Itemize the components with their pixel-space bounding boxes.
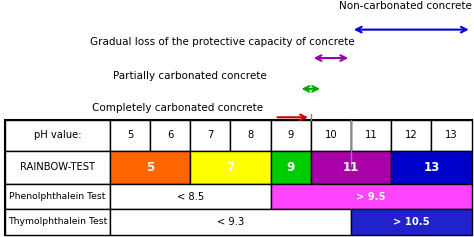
Bar — [230, 120, 271, 151]
Bar — [431, 120, 472, 151]
Bar — [391, 120, 431, 151]
Text: > 9.5: > 9.5 — [356, 192, 386, 202]
Text: Phenolphthalein Test: Phenolphthalein Test — [9, 192, 105, 201]
Text: 10: 10 — [325, 130, 337, 140]
Text: 7: 7 — [227, 161, 235, 174]
Bar — [150, 120, 190, 151]
Text: pH value:: pH value: — [34, 130, 81, 140]
Text: RAINBOW-TEST: RAINBOW-TEST — [20, 162, 95, 172]
Bar — [110, 151, 190, 184]
Text: < 8.5: < 8.5 — [177, 192, 204, 202]
Text: 5: 5 — [127, 130, 133, 140]
Text: 8: 8 — [247, 130, 254, 140]
Text: 13: 13 — [445, 130, 458, 140]
Bar — [271, 151, 311, 184]
Text: 13: 13 — [423, 161, 439, 174]
Bar — [351, 120, 391, 151]
Bar — [110, 120, 150, 151]
Bar — [271, 184, 472, 209]
Bar — [311, 120, 351, 151]
Bar — [351, 209, 472, 235]
Text: 5: 5 — [146, 161, 154, 174]
Text: < 9.3: < 9.3 — [217, 217, 244, 227]
Bar — [391, 151, 472, 184]
Text: 9: 9 — [287, 161, 295, 174]
Text: 11: 11 — [365, 130, 377, 140]
Bar — [311, 151, 391, 184]
Bar — [190, 120, 230, 151]
Text: Non-carbonated concrete: Non-carbonated concrete — [339, 1, 472, 11]
Text: Gradual loss of the protective capacity of concrete: Gradual loss of the protective capacity … — [91, 37, 355, 47]
Bar — [5, 120, 110, 151]
Bar — [190, 151, 271, 184]
Text: Completely carbonated concrete: Completely carbonated concrete — [92, 103, 264, 113]
Bar — [110, 209, 351, 235]
Text: 6: 6 — [167, 130, 173, 140]
Text: Partially carbonated concrete: Partially carbonated concrete — [113, 71, 266, 81]
Text: 11: 11 — [343, 161, 359, 174]
Bar — [5, 120, 472, 235]
Text: Thymolphthalein Test: Thymolphthalein Test — [8, 218, 107, 227]
Bar — [5, 151, 110, 184]
Text: 9: 9 — [288, 130, 294, 140]
Bar — [5, 209, 110, 235]
Text: > 10.5: > 10.5 — [393, 217, 429, 227]
Bar — [5, 184, 110, 209]
Text: 12: 12 — [405, 130, 418, 140]
Bar — [110, 184, 271, 209]
Text: 7: 7 — [207, 130, 213, 140]
Bar — [271, 120, 311, 151]
